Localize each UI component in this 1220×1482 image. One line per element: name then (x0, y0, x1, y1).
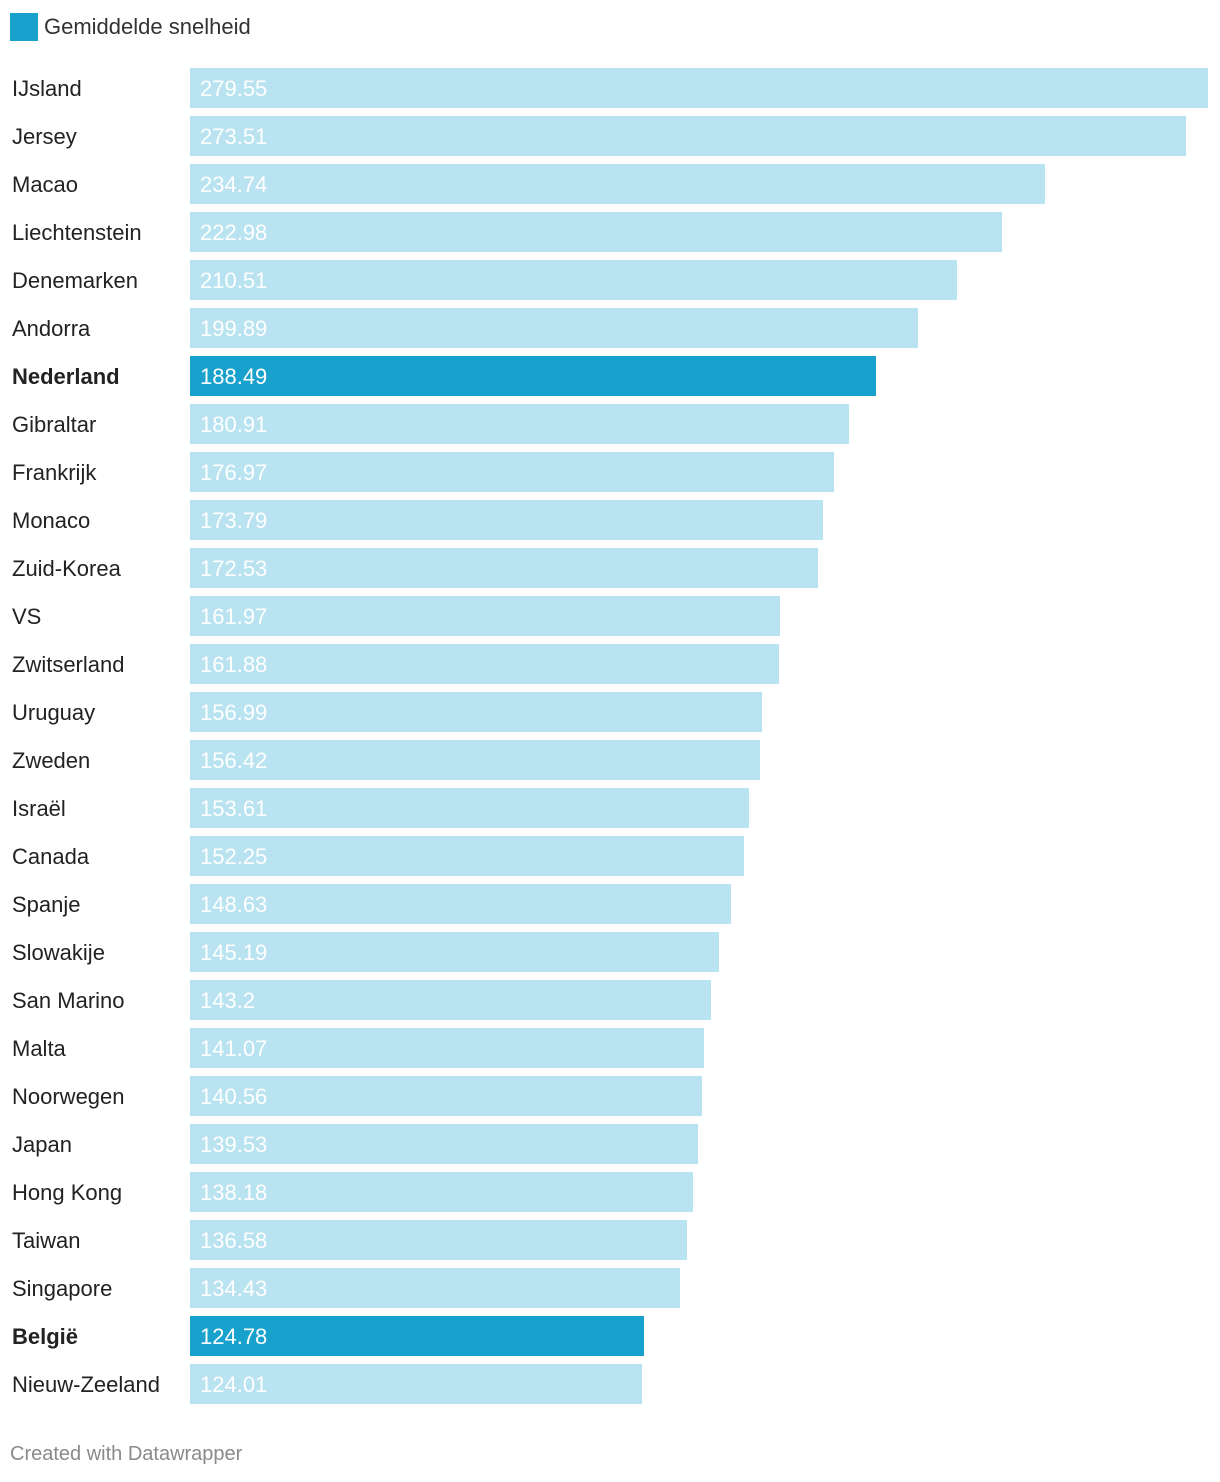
category-label-frankrijk: Frankrijk (12, 460, 97, 485)
bar-zuid-korea (190, 548, 818, 588)
bar-liechtenstein (190, 212, 1002, 252)
value-label-zwitserland: 161.88 (200, 652, 267, 677)
legend: Gemiddelde snelheid (10, 12, 251, 42)
bar-chart: IJsland 279.55 Jersey 273.51 Macao 234.74 Liec… (12, 68, 1208, 1404)
legend-swatch (10, 13, 38, 41)
value-label-slowakije: 145.19 (200, 940, 267, 965)
value-label-liechtenstein: 222.98 (200, 220, 267, 245)
category-label-zwitserland: Zwitserland (12, 652, 124, 677)
bar-hong-kong (190, 1172, 693, 1212)
bar-ijsland (190, 68, 1208, 108)
category-label-san-marino: San Marino (12, 988, 125, 1013)
category-label-andorra: Andorra (12, 316, 91, 341)
category-label-liechtenstein: Liechtenstein (12, 220, 142, 245)
category-label-noorwegen: Noorwegen (12, 1084, 125, 1109)
bar-san-marino (190, 980, 711, 1020)
value-label-uruguay: 156.99 (200, 700, 267, 725)
bar-jersey (190, 116, 1186, 156)
category-label-monaco: Monaco (12, 508, 90, 533)
category-label-zuid-korea: Zuid-Korea (12, 556, 122, 581)
value-label-nederland: 188.49 (200, 364, 267, 389)
category-label-denemarken: Denemarken (12, 268, 138, 293)
value-label-singapore: 134.43 (200, 1276, 267, 1301)
value-label-belgie: 124.78 (200, 1324, 267, 1349)
value-label-zweden: 156.42 (200, 748, 267, 773)
value-label-israel: 153.61 (200, 796, 267, 821)
bar-gibraltar (190, 404, 849, 444)
category-label-israel: Israël (12, 796, 66, 821)
bar-andorra (190, 308, 918, 348)
bar-israel (190, 788, 749, 828)
bar-japan (190, 1124, 698, 1164)
category-label-gibraltar: Gibraltar (12, 412, 96, 437)
bar-zwitserland (190, 644, 779, 684)
bar-nederland (190, 356, 876, 396)
value-label-andorra: 199.89 (200, 316, 267, 341)
category-label-zweden: Zweden (12, 748, 90, 773)
bar-uruguay (190, 692, 762, 732)
value-label-monaco: 173.79 (200, 508, 267, 533)
value-label-canada: 152.25 (200, 844, 267, 869)
value-label-malta: 141.07 (200, 1036, 267, 1061)
bar-singapore (190, 1268, 680, 1308)
bar-canada (190, 836, 744, 876)
value-label-vs: 161.97 (200, 604, 267, 629)
bar-nieuw-zeeland (190, 1364, 642, 1404)
category-label-japan: Japan (12, 1132, 72, 1157)
category-label-nieuw-zeeland: Nieuw-Zeeland (12, 1372, 160, 1397)
category-label-canada: Canada (12, 844, 90, 869)
bar-spanje (190, 884, 731, 924)
value-label-spanje: 148.63 (200, 892, 267, 917)
bar-belgie (190, 1316, 644, 1356)
value-label-ijsland: 279.55 (200, 76, 267, 101)
bar-taiwan (190, 1220, 687, 1260)
category-label-vs: VS (12, 604, 41, 629)
category-label-ijsland: IJsland (12, 76, 82, 101)
datawrapper-credit[interactable]: Created with Datawrapper (10, 1443, 243, 1465)
category-label-malta: Malta (12, 1036, 67, 1061)
category-label-belgie: België (12, 1324, 78, 1349)
bar-vs (190, 596, 780, 636)
category-label-spanje: Spanje (12, 892, 81, 917)
bar-monaco (190, 500, 823, 540)
value-label-japan: 139.53 (200, 1132, 267, 1157)
value-label-hong-kong: 138.18 (200, 1180, 267, 1205)
category-label-taiwan: Taiwan (12, 1228, 80, 1253)
bar-zweden (190, 740, 760, 780)
value-label-san-marino: 143.2 (200, 988, 255, 1013)
value-label-gibraltar: 180.91 (200, 412, 267, 437)
bar-frankrijk (190, 452, 834, 492)
value-label-noorwegen: 140.56 (200, 1084, 267, 1109)
category-label-singapore: Singapore (12, 1276, 112, 1301)
value-label-denemarken: 210.51 (200, 268, 267, 293)
value-label-jersey: 273.51 (200, 124, 267, 149)
category-label-uruguay: Uruguay (12, 700, 95, 725)
legend-label: Gemiddelde snelheid (44, 14, 251, 39)
value-label-taiwan: 136.58 (200, 1228, 267, 1253)
value-label-zuid-korea: 172.53 (200, 556, 267, 581)
value-label-macao: 234.74 (200, 172, 267, 197)
bar-slowakije (190, 932, 719, 972)
category-label-hong-kong: Hong Kong (12, 1180, 122, 1205)
bar-noorwegen (190, 1076, 702, 1116)
value-label-nieuw-zeeland: 124.01 (200, 1372, 267, 1397)
value-label-frankrijk: 176.97 (200, 460, 267, 485)
category-label-jersey: Jersey (12, 124, 77, 149)
bar-malta (190, 1028, 704, 1068)
bar-macao (190, 164, 1045, 204)
category-label-nederland: Nederland (12, 364, 120, 389)
category-label-slowakije: Slowakije (12, 940, 105, 965)
bar-denemarken (190, 260, 957, 300)
category-label-macao: Macao (12, 172, 78, 197)
